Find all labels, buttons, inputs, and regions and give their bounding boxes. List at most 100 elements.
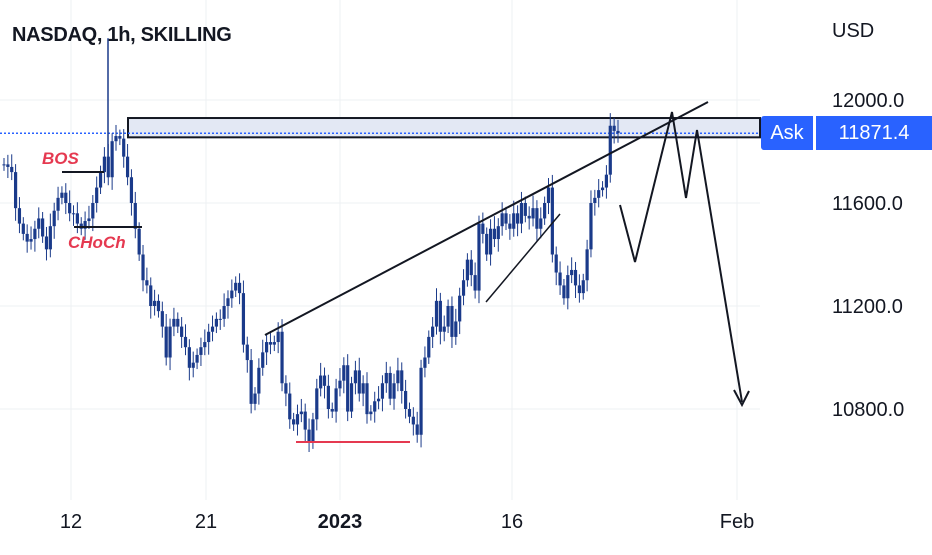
candle-body xyxy=(581,280,585,294)
y-tick-label: 10800.0 xyxy=(832,399,904,421)
candle-body xyxy=(423,357,427,368)
candle-body xyxy=(52,210,56,227)
candle-body xyxy=(427,336,431,358)
candle-body xyxy=(342,365,346,381)
candle-body xyxy=(496,226,500,240)
candle-body xyxy=(438,300,442,332)
candle-body xyxy=(25,233,29,242)
candle-body xyxy=(458,295,462,322)
candle-body xyxy=(465,259,469,281)
candle-body xyxy=(527,215,531,219)
ask-label: Ask xyxy=(761,116,813,150)
candle-body xyxy=(577,285,581,294)
candle-body xyxy=(153,300,157,306)
candle-body xyxy=(450,306,454,337)
candle-body xyxy=(543,203,547,219)
candle-body xyxy=(303,411,307,430)
candle-body xyxy=(585,249,589,281)
candle-body xyxy=(330,409,334,412)
candle-body xyxy=(71,213,76,215)
candle-body xyxy=(21,223,25,234)
candle-body xyxy=(6,164,10,167)
candle-body xyxy=(546,187,551,203)
candle-body xyxy=(137,228,141,255)
resistance-zone xyxy=(0,117,761,139)
candle-body xyxy=(37,218,41,229)
candle-body xyxy=(183,336,188,348)
x-tick-label: 12 xyxy=(60,511,82,533)
candle-body xyxy=(241,293,246,345)
candle-body xyxy=(10,166,14,173)
candle-body xyxy=(268,342,273,345)
candle-body xyxy=(125,156,130,178)
candle-body xyxy=(98,172,103,188)
candle-body xyxy=(404,390,408,409)
candle-body xyxy=(64,192,68,203)
candle-body xyxy=(60,192,64,198)
candle-body xyxy=(562,285,566,299)
x-tick-label: 2023 xyxy=(318,511,363,533)
candle-body xyxy=(485,233,489,255)
candle-body xyxy=(461,280,466,296)
candle-body xyxy=(573,269,578,286)
candle-body xyxy=(164,326,168,358)
candle-body xyxy=(226,298,230,306)
price-axis: 12000.0 11600.0 11200.0 10800.0 xyxy=(832,90,904,421)
candle-body xyxy=(207,331,211,343)
candle-body xyxy=(315,388,319,420)
candle-body xyxy=(593,197,597,203)
candle-body xyxy=(272,342,276,345)
resistance-box xyxy=(127,117,761,139)
candle-body xyxy=(396,370,400,384)
candle-body xyxy=(245,344,249,361)
y-tick-label: 12000.0 xyxy=(832,90,904,112)
candle-body xyxy=(191,362,195,368)
candle-body xyxy=(168,326,172,358)
candle-body xyxy=(203,342,207,348)
candle-body xyxy=(156,300,161,312)
x-tick-label: Feb xyxy=(720,511,754,533)
candle-body xyxy=(83,221,87,229)
candle-body xyxy=(469,259,473,276)
candle-body xyxy=(353,370,358,384)
candle-body xyxy=(326,385,330,409)
candle-body xyxy=(110,141,114,178)
candle-body xyxy=(566,275,570,299)
candle-body xyxy=(473,275,477,291)
candle-body xyxy=(392,383,396,399)
y-tick-label: 11600.0 xyxy=(832,193,903,215)
candle-body xyxy=(535,208,539,229)
candle-body xyxy=(145,280,149,286)
candle-body xyxy=(180,326,184,337)
candle-body xyxy=(519,203,524,224)
candle-body xyxy=(380,383,385,399)
candle-body xyxy=(431,326,435,337)
candle-body xyxy=(419,367,423,435)
candle-body xyxy=(295,414,300,425)
candle-body xyxy=(237,282,242,294)
wedge-lower-line xyxy=(485,213,561,303)
candle-body xyxy=(141,254,145,281)
candle-body xyxy=(349,383,354,412)
candle-body xyxy=(292,419,296,425)
candle-body xyxy=(44,236,49,250)
candle-body xyxy=(284,383,288,394)
candle-body xyxy=(415,424,419,435)
candle-body xyxy=(230,290,234,299)
candle-body xyxy=(384,372,388,384)
candle-body xyxy=(29,239,33,242)
candle-body xyxy=(102,156,107,173)
candle-body xyxy=(195,354,199,363)
candle-body xyxy=(160,311,164,327)
time-axis: 12 21 2023 16 Feb xyxy=(60,511,754,533)
candle-body xyxy=(334,388,338,412)
candle-body xyxy=(218,318,222,320)
candle-body xyxy=(33,228,37,240)
candle-body xyxy=(87,218,91,222)
candle-body xyxy=(17,208,22,224)
candle-body xyxy=(2,164,6,166)
candle-body xyxy=(114,136,118,142)
candle-body xyxy=(531,208,535,219)
